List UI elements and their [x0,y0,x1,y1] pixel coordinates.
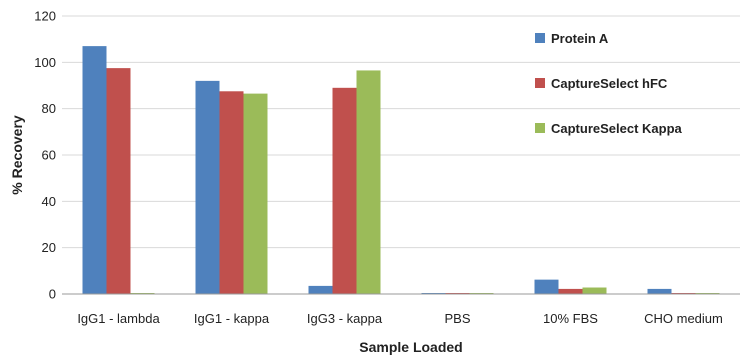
x-tick-label: CHO medium [644,311,723,326]
bar-protein-a-4 [534,279,559,294]
x-tick-label: IgG1 - kappa [194,311,270,326]
bar-protein-a-1 [195,80,220,294]
legend-swatch [535,78,545,88]
bar-protein-a-5 [647,288,672,294]
legend-label: CaptureSelect Kappa [551,121,683,136]
bar-captureselect-kappa-1 [243,93,268,294]
bar-protein-a-2 [308,285,333,294]
x-axis-title: Sample Loaded [359,339,462,355]
bar-captureselect-kappa-4 [582,287,607,294]
gridlines [62,15,740,249]
x-tick-label: IgG3 - kappa [307,311,383,326]
y-axis-title: % Recovery [9,115,25,195]
axes: 0 20 40 60 80 100 120 IgG1 - lambda IgG1 - kappa… [34,9,740,326]
legend-swatch [535,33,545,43]
bar-captureselect-hfc-1 [219,91,244,295]
x-tick-label: PBS [444,311,470,326]
legend-label: CaptureSelect hFC [551,76,668,91]
x-tick-label: 10% FBS [543,311,598,326]
y-tick-label: 40 [42,194,56,209]
y-tick-label: 20 [42,240,56,255]
y-tick-label: 100 [34,55,56,70]
legend-swatch [535,123,545,133]
bar-captureselect-hfc-4 [558,288,583,294]
bar-captureselect-hfc-0 [106,68,131,294]
bars [82,46,720,295]
y-tick-label: 0 [49,287,56,302]
x-tick-label: IgG1 - lambda [77,311,160,326]
y-tick-label: 60 [42,148,56,163]
y-tick-label: 80 [42,101,56,116]
legend: Protein A CaptureSelect hFC CaptureSelect … [535,31,683,136]
bar-protein-a-0 [82,46,107,294]
legend-label: Protein A [551,31,609,46]
bar-captureselect-kappa-2 [356,70,381,294]
y-tick-label: 120 [34,9,56,24]
bar-captureselect-hfc-2 [332,87,357,294]
